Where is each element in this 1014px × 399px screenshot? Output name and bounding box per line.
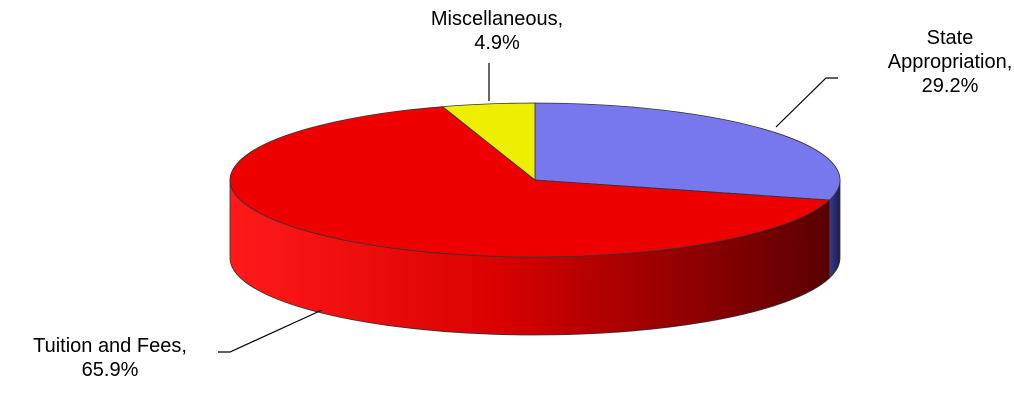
pie-leader-lines [218, 63, 838, 353]
pie-slice-miscellaneous [441, 102, 536, 181]
pie-tops [229, 102, 841, 258]
data-label-state-appropriation: State Appropriation, 29.2% [888, 27, 1013, 97]
pie-labels: State Appropriation, 29.2% Tuition and Fees… [33, 8, 1012, 381]
data-label-line: 65.9% [82, 359, 139, 381]
data-label-line: Tuition and Fees, [33, 335, 187, 357]
data-label-tuition-and-fees: Tuition and Fees, 65.9% [33, 335, 187, 381]
leader-line-state-appropriation [775, 77, 838, 128]
data-label-miscellaneous: Miscellaneous, 4.9% [431, 8, 563, 54]
data-label-line: State [927, 27, 974, 49]
pie-slice-tuition-and-fees [229, 106, 831, 258]
data-label-line: 29.2% [922, 75, 979, 97]
data-label-line: Miscellaneous, [431, 8, 563, 30]
pie-slice-state-appropriation [534, 102, 841, 201]
data-label-line: 4.9% [474, 32, 520, 54]
data-label-line: Appropriation, [888, 51, 1013, 73]
leader-line-tuition-and-fees [218, 309, 323, 353]
